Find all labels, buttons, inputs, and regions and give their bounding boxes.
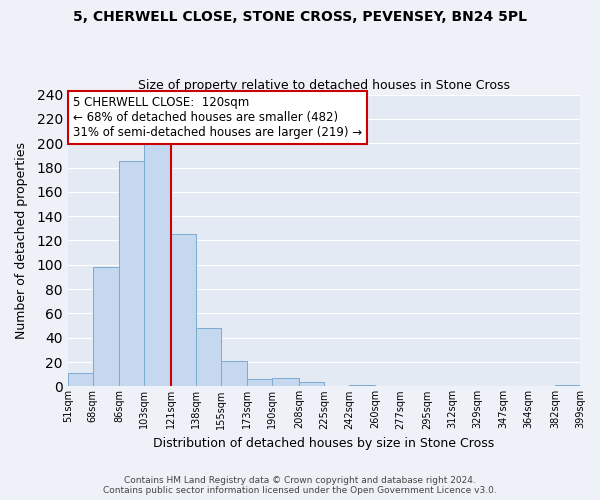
Bar	[349, 385, 376, 386]
Bar	[299, 382, 324, 386]
Bar	[196, 328, 221, 386]
Bar	[144, 142, 171, 386]
Bar	[171, 234, 196, 386]
Text: Contains HM Land Registry data © Crown copyright and database right 2024.
Contai: Contains HM Land Registry data © Crown c…	[103, 476, 497, 495]
Bar	[119, 162, 144, 386]
Y-axis label: Number of detached properties: Number of detached properties	[15, 142, 28, 339]
Bar	[272, 378, 299, 386]
Text: 5 CHERWELL CLOSE:  120sqm
← 68% of detached houses are smaller (482)
31% of semi: 5 CHERWELL CLOSE: 120sqm ← 68% of detach…	[73, 96, 362, 139]
X-axis label: Distribution of detached houses by size in Stone Cross: Distribution of detached houses by size …	[153, 437, 494, 450]
Title: Size of property relative to detached houses in Stone Cross: Size of property relative to detached ho…	[138, 79, 510, 92]
Bar	[221, 361, 247, 386]
Bar	[555, 385, 580, 386]
Bar	[247, 379, 272, 386]
Text: 5, CHERWELL CLOSE, STONE CROSS, PEVENSEY, BN24 5PL: 5, CHERWELL CLOSE, STONE CROSS, PEVENSEY…	[73, 10, 527, 24]
Bar	[93, 267, 119, 386]
Bar	[68, 373, 93, 386]
